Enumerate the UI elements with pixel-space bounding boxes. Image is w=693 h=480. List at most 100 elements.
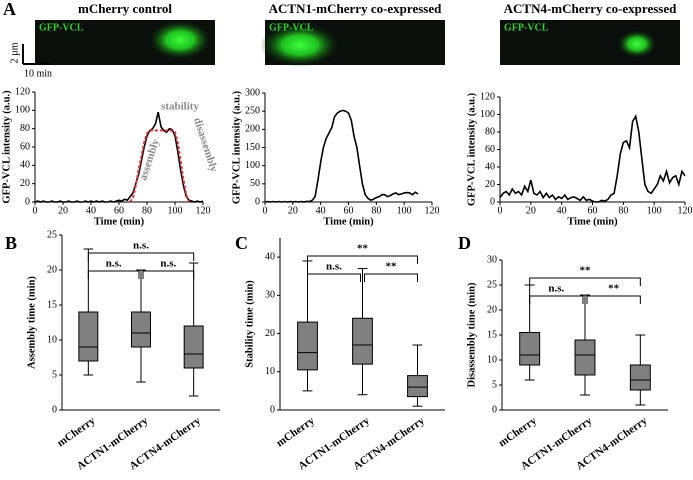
box xyxy=(131,311,151,348)
x-tick-label: mCherry xyxy=(274,414,317,449)
y-tick-label: 0 xyxy=(492,404,497,415)
x-tick-label: mCherry xyxy=(55,414,98,449)
y-tick-label: 60 xyxy=(485,144,495,155)
y-axis-title: GFP-VCL intensity (a.u.) xyxy=(231,90,242,204)
significance-bracket xyxy=(307,273,361,282)
x-tick-label: 40 xyxy=(557,205,567,216)
x-tick-label: 20 xyxy=(288,205,298,216)
y-axis-title: GFP-VCL intensity (a.u.) xyxy=(466,92,477,206)
y-tick-label: 30 xyxy=(265,290,275,301)
x-tick-label: 40 xyxy=(86,205,96,216)
image-label: GFP-VCL xyxy=(504,22,549,33)
y-tick-label: 10 xyxy=(487,354,497,365)
y-tick-label: 300 xyxy=(245,87,260,98)
x-tick-label: 0 xyxy=(498,205,503,216)
y-tick-label: 25 xyxy=(487,279,497,290)
box xyxy=(183,325,204,369)
box xyxy=(352,317,373,365)
significance-bracket xyxy=(529,277,641,286)
x-tick-label: mCherry xyxy=(496,414,539,449)
x-axis-title: Time (min) xyxy=(94,216,145,227)
data-line xyxy=(499,114,686,203)
y-tick-label: 10 xyxy=(47,334,57,345)
data-line xyxy=(34,112,204,203)
significance-bracket xyxy=(142,270,195,279)
x-tick-label: 20 xyxy=(58,205,68,216)
image-label: GFP-VCL xyxy=(39,22,84,33)
y-axis-title: Stability time (min) xyxy=(244,280,255,368)
y-tick-label: 15 xyxy=(47,299,57,310)
data-line xyxy=(129,129,190,203)
x-tick-label: 120 xyxy=(678,205,693,216)
significance-label: ** xyxy=(386,261,398,273)
kymograph-signal xyxy=(617,30,657,58)
x-tick-label: 80 xyxy=(618,205,628,216)
y-tick-label: 20 xyxy=(487,304,497,315)
box xyxy=(78,311,99,362)
significance-bracket xyxy=(586,295,641,304)
significance-bracket xyxy=(364,273,418,282)
y-tick-label: 100 xyxy=(245,160,260,171)
box xyxy=(297,321,318,371)
y-tick-label: 25 xyxy=(47,229,57,240)
panel-title: mCherry control xyxy=(78,1,172,16)
y-tick-label: 20 xyxy=(20,178,30,189)
y-tick-label: 20 xyxy=(265,328,275,339)
x-tick-label: 80 xyxy=(371,205,381,216)
y-tick-label: 60 xyxy=(20,141,30,152)
y-tick-label: 250 xyxy=(245,105,260,116)
x-tick-label: 120 xyxy=(196,205,211,216)
significance-bracket xyxy=(87,270,140,279)
panel-title: ACTN1-mCherry co-expressed xyxy=(269,1,442,16)
x-axis-title: Time (min) xyxy=(323,216,374,227)
x-tick-label: 0 xyxy=(263,205,268,216)
significance-label: n.s. xyxy=(326,261,342,273)
y-tick-label: 200 xyxy=(245,124,260,135)
kymograph-signal xyxy=(148,20,212,60)
y-tick-label: 50 xyxy=(250,178,260,189)
y-tick-label: 5 xyxy=(492,379,497,390)
panel-label: D xyxy=(458,233,471,253)
significance-label: ** xyxy=(357,243,369,255)
y-tick-label: 15 xyxy=(487,329,497,340)
y-axis-title: Disassembly time (min) xyxy=(466,282,477,387)
y-tick-label: 150 xyxy=(245,142,260,153)
significance-label: n.s. xyxy=(133,240,149,252)
significance-label: n.s. xyxy=(160,258,176,270)
image-label: GFP-VCL xyxy=(269,22,314,33)
y-tick-label: 20 xyxy=(485,179,495,190)
x-tick-label: 120 xyxy=(425,205,440,216)
box xyxy=(629,364,651,391)
x-tick-label: 60 xyxy=(344,205,354,216)
panel-label: C xyxy=(235,233,248,253)
panel-label: A xyxy=(3,0,16,19)
y-tick-label: 120 xyxy=(15,86,30,97)
data-line xyxy=(264,109,419,203)
panel-title: ACTN4-mCherry co-expressed xyxy=(504,1,677,16)
x-tick-label: 60 xyxy=(114,205,124,216)
x-tick-label: 60 xyxy=(588,205,598,216)
significance-label: ** xyxy=(608,283,620,295)
x-axis-title: Time (min) xyxy=(567,216,618,227)
y-tick-label: 0 xyxy=(270,404,275,415)
box xyxy=(519,332,541,366)
box xyxy=(407,375,428,398)
y-tick-label: 0 xyxy=(52,404,57,415)
x-tick-label: 80 xyxy=(142,205,152,216)
y-tick-label: 100 xyxy=(15,105,30,116)
y-tick-label: 80 xyxy=(20,123,30,134)
y-tick-label: 80 xyxy=(485,126,495,137)
panel-label: B xyxy=(5,233,17,253)
y-tick-label: 40 xyxy=(265,251,275,262)
y-tick-label: 0 xyxy=(255,196,260,207)
significance-label: n.s. xyxy=(548,283,564,295)
y-tick-label: 0 xyxy=(490,196,495,207)
y-tick-label: 5 xyxy=(52,369,57,380)
significance-label: n.s. xyxy=(106,258,122,270)
significance-bracket xyxy=(87,252,195,261)
y-tick-label: 30 xyxy=(487,254,497,265)
x-tick-label: 100 xyxy=(397,205,412,216)
y-tick-label: 10 xyxy=(265,366,275,377)
